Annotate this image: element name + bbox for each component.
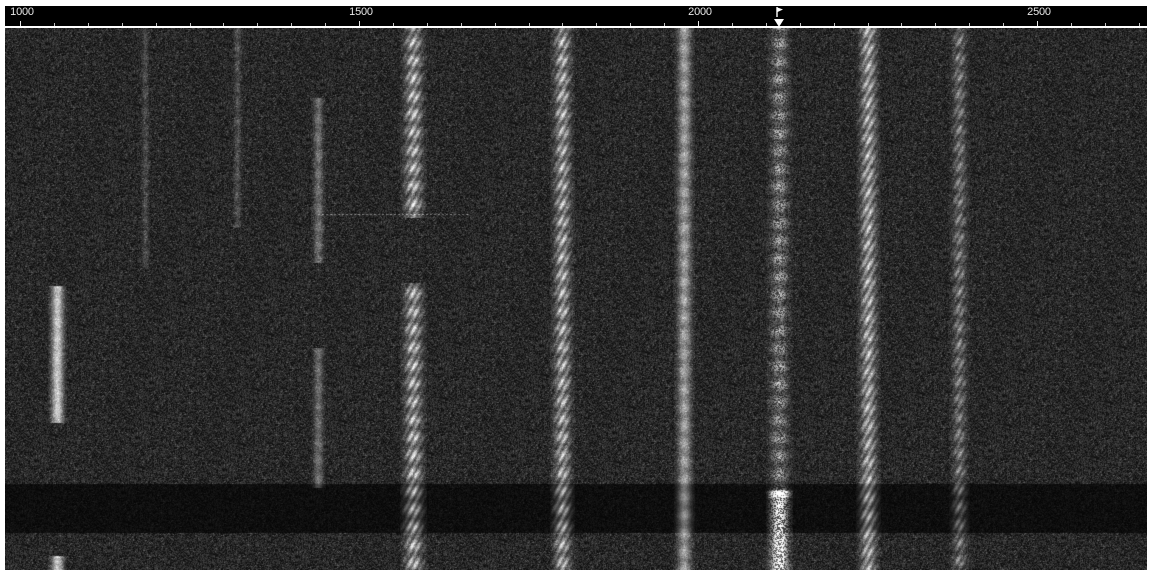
waterfall-display[interactable]: [5, 28, 1147, 570]
ruler-minor-tick: [664, 23, 666, 26]
ruler-minor-tick: [325, 23, 327, 26]
ruler-minor-tick: [53, 23, 55, 26]
ruler-minor-tick: [765, 23, 767, 26]
ruler-minor-tick: [87, 23, 89, 26]
ruler-minor-tick: [1070, 23, 1072, 26]
ruler-minor-tick: [257, 23, 259, 26]
ruler-label-2000: 2000: [688, 6, 712, 18]
ruler-label-2500: 2500: [1027, 6, 1051, 18]
ruler-minor-tick: [833, 23, 835, 26]
ruler-minor-tick: [223, 23, 225, 26]
ruler-minor-tick: [867, 23, 869, 26]
ruler-minor-tick: [291, 23, 293, 26]
ruler-minor-tick: [528, 23, 530, 26]
ruler-minor-tick: [494, 23, 496, 26]
frequency-marker-flag-icon[interactable]: [772, 6, 786, 28]
ruler-label-1000: 1000: [10, 6, 34, 18]
ruler-minor-tick: [426, 23, 428, 26]
ruler-minor-tick: [155, 23, 157, 26]
ruler-major-tick: [20, 21, 21, 26]
ruler-minor-tick: [562, 23, 564, 26]
ruler-minor-tick: [901, 23, 903, 26]
ruler-minor-tick: [1003, 23, 1005, 26]
ruler-major-tick: [698, 21, 699, 26]
ruler-minor-tick: [935, 23, 937, 26]
ruler-minor-tick: [1104, 23, 1106, 26]
ruler-minor-tick: [799, 23, 801, 26]
ruler-minor-tick: [392, 23, 394, 26]
ruler-minor-tick: [596, 23, 598, 26]
ruler-label-1500: 1500: [349, 6, 373, 18]
ruler-minor-tick: [1138, 23, 1140, 26]
frequency-ruler[interactable]: 1000 1500 2000 2500: [5, 6, 1147, 28]
ruler-major-tick: [359, 21, 360, 26]
ruler-minor-tick: [731, 23, 733, 26]
ruler-minor-tick: [969, 23, 971, 26]
ruler-minor-tick: [189, 23, 191, 26]
ruler-minor-tick: [460, 23, 462, 26]
ruler-minor-tick: [630, 23, 632, 26]
ruler-major-tick: [1037, 21, 1038, 26]
ruler-minor-tick: [121, 23, 123, 26]
